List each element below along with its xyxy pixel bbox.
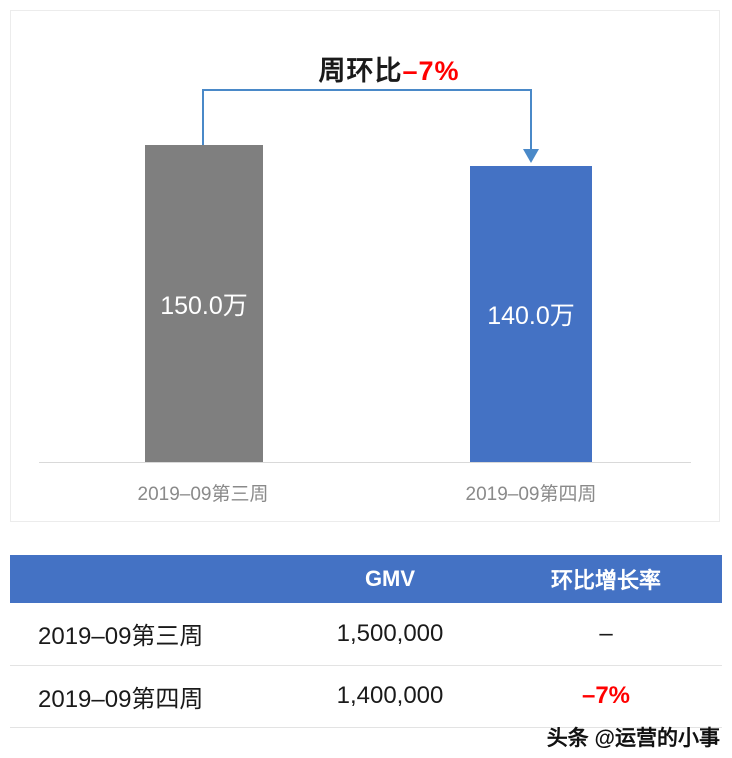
row1-period: 2019–09第三周 [10, 603, 290, 666]
x-axis-label-week3: 2019–09第三周 [137, 484, 269, 505]
annotation-change-value: –7% [402, 56, 460, 86]
bar-week3: 150.0万 [145, 145, 263, 462]
gmv-table: GMV 环比增长率 2019–09第三周 1,500,000 – 2019–09… [10, 555, 722, 728]
chart-annotation: 周环比–7% [35, 49, 732, 88]
header-gmv: GMV [290, 555, 490, 603]
row1-growth: – [490, 603, 722, 666]
x-axis-label-week4: 2019–09第四周 [465, 484, 597, 505]
annotation-label: 周环比 [318, 56, 403, 86]
table-row: 2019–09第四周 1,400,000 –7% [10, 665, 722, 728]
watermark: 头条 @运营的小事 [546, 727, 720, 750]
bar-week4-value-label: 140.0万 [487, 302, 575, 330]
bar-chart-card: 周环比–7% 150.0万 140.0万 2019–09第三周 2019–09第… [10, 10, 720, 522]
bar-week3-value-label: 150.0万 [160, 291, 248, 320]
x-axis-line [39, 462, 691, 463]
header-growth-rate: 环比增长率 [490, 555, 722, 603]
row2-period: 2019–09第四周 [10, 665, 290, 728]
row2-gmv: 1,400,000 [290, 665, 490, 728]
table-header-row: GMV 环比增长率 [10, 555, 722, 603]
row1-gmv: 1,500,000 [290, 603, 490, 666]
header-blank-cell [10, 555, 290, 603]
row2-growth: –7% [490, 665, 722, 728]
table-row: 2019–09第三周 1,500,000 – [10, 603, 722, 666]
bar-week4: 140.0万 [470, 166, 592, 462]
